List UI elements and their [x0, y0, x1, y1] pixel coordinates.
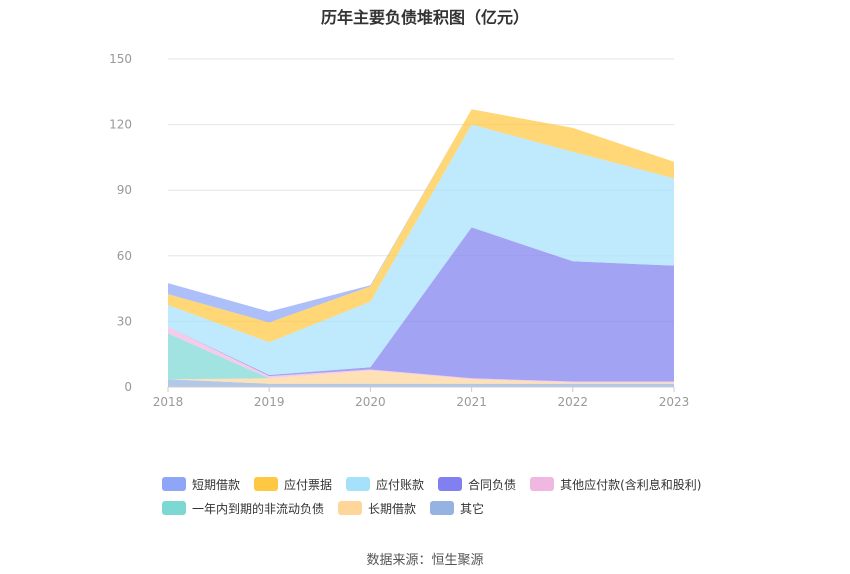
x-tick-label: 2020 — [355, 395, 386, 409]
x-tick-label: 2023 — [659, 395, 690, 409]
legend-item[interactable]: 短期借款 — [162, 476, 240, 493]
series-area-6 — [168, 370, 674, 384]
legend-swatch — [438, 477, 463, 491]
legend-item[interactable]: 一年内到期的非流动负债 — [162, 500, 324, 517]
legend-item[interactable]: 其他应付款(含利息和股利) — [530, 476, 701, 493]
legend-swatch — [430, 501, 455, 515]
legend-label: 应付票据 — [284, 477, 333, 492]
y-tick-label: 60 — [117, 249, 132, 263]
y-tick-label: 120 — [109, 118, 132, 132]
series-area-0 — [168, 109, 674, 323]
series-area-7 — [168, 379, 674, 387]
series-area-3 — [168, 227, 674, 382]
legend-swatch — [162, 501, 186, 515]
legend-label: 合同负债 — [468, 477, 517, 492]
legend-row: 短期借款 应付票据 应付账款 合同负债 其他应付款(含利息和股利) — [162, 472, 722, 496]
legend-label: 短期借款 — [192, 477, 241, 492]
x-tick-label: 2022 — [558, 395, 589, 409]
legend-swatch — [254, 477, 279, 491]
data-source: 数据来源：恒生聚源 — [366, 553, 484, 568]
legend-label: 其它 — [460, 501, 485, 516]
legend-item[interactable]: 应付账款 — [346, 476, 424, 493]
x-tick-label: 2019 — [254, 395, 285, 409]
legend: 短期借款 应付票据 应付账款 合同负债 其他应付款(含利息和股利) 一年内到期的非流动负债… — [162, 472, 722, 520]
chart-title: 历年主要负债堆积图（亿元） — [320, 8, 529, 27]
legend-item[interactable]: 应付票据 — [254, 476, 332, 493]
y-tick-label: 150 — [109, 52, 132, 66]
stacked-area-chart: 0 30 60 90 120 150 2018 2019 2020 2021 2022 2023 — [109, 52, 689, 409]
legend-swatch — [346, 477, 371, 491]
x-tick-label: 2018 — [153, 395, 184, 409]
legend-label: 应付账款 — [376, 477, 425, 492]
area-layer — [168, 109, 674, 387]
legend-label: 其他应付款(含利息和股利) — [560, 477, 702, 492]
legend-label: 长期借款 — [368, 501, 417, 516]
series-area-2 — [168, 124, 674, 375]
axis-layer: 0 30 60 90 120 150 2018 2019 2020 2021 2022 2023 — [109, 52, 689, 409]
series-area-1 — [168, 109, 674, 343]
legend-swatch — [338, 501, 363, 515]
legend-label: 一年内到期的非流动负债 — [192, 501, 325, 516]
x-tick-label: 2021 — [456, 395, 487, 409]
legend-swatch — [162, 477, 186, 491]
y-tick-label: 0 — [124, 380, 132, 394]
y-tick-label: 90 — [117, 183, 132, 197]
legend-row: 一年内到期的非流动负债 长期借款 其它 — [162, 496, 722, 520]
legend-item[interactable]: 长期借款 — [338, 500, 416, 517]
legend-swatch — [530, 477, 555, 491]
legend-item[interactable]: 其它 — [430, 500, 484, 517]
legend-item[interactable]: 合同负债 — [438, 476, 516, 493]
y-tick-label: 30 — [117, 314, 132, 328]
series-area-5 — [168, 333, 674, 383]
